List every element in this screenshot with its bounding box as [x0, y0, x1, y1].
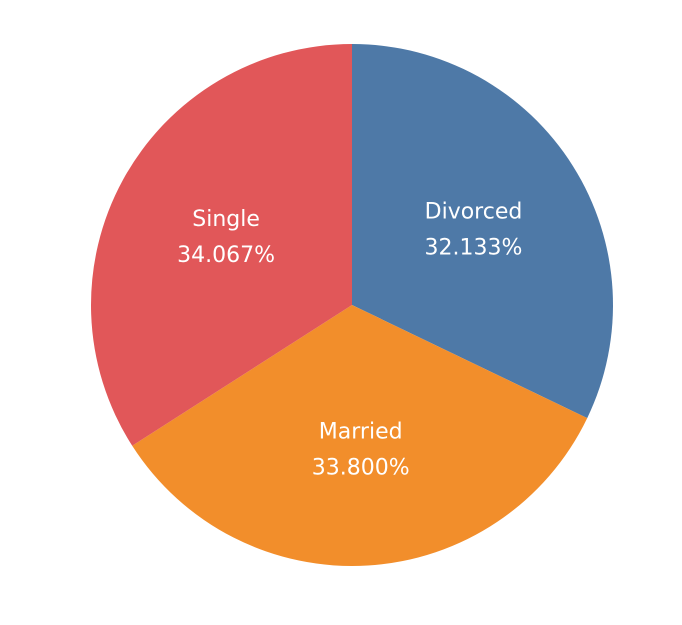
pie-slices [90, 43, 613, 567]
slice-name-label-divorced: Divorced [425, 200, 523, 225]
slice-name-label-married: Married [319, 419, 403, 444]
slice-value-label-married: 33.800% [312, 455, 410, 480]
slice-value-label-divorced: 32.133% [425, 236, 523, 261]
slice-name-label-single: Single [192, 207, 260, 232]
pie-slice-single [90, 43, 352, 446]
pie-labels: Divorced 32.133% Married 33.800% Single 34.06… [177, 200, 522, 481]
pie-slice-married [132, 305, 588, 567]
slice-value-label-single: 34.067% [177, 243, 275, 268]
pie-slice-divorced [352, 44, 613, 419]
